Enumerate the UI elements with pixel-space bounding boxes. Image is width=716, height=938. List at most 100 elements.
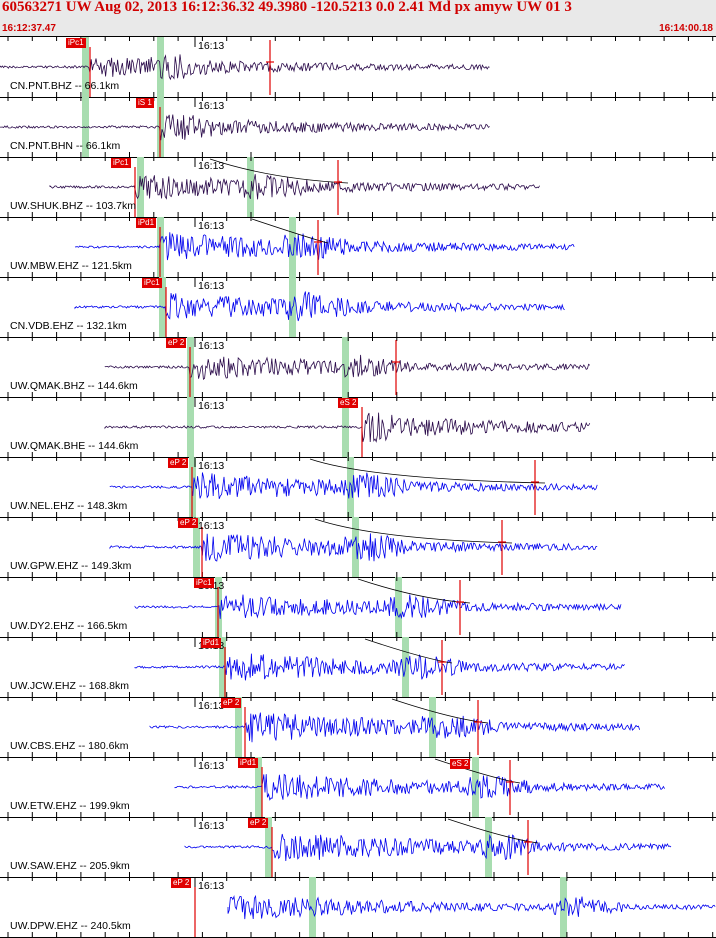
waveform-trace (134, 594, 622, 620)
minute-time-label: 16:13 (198, 820, 225, 832)
minute-time-label: 16:13 (198, 520, 225, 532)
station-channel-label: CN.PNT.BHN -- 66.1km (10, 140, 121, 152)
phase-pick-label[interactable]: iS 1 (136, 98, 154, 108)
phase-pick-label[interactable]: iPd1 (201, 638, 222, 648)
minute-time-label: 16:13 (198, 700, 225, 712)
phase-band (193, 517, 200, 577)
phase-band (157, 37, 164, 97)
trace-panel[interactable]: 16:13 eS 2 UW.QMAK.BHE -- 144.6km (0, 397, 716, 458)
waveform-plot (7, 697, 714, 757)
minute-time-label: 16:13 (198, 760, 225, 772)
phase-band (347, 457, 354, 517)
waveform-trace (149, 712, 640, 743)
waveform-trace (109, 472, 598, 499)
waveform-trace (174, 773, 665, 801)
waveform-trace (227, 894, 716, 920)
end-time-label: 16:14:00.18 (659, 23, 713, 34)
phase-pick-label[interactable]: eP 2 (178, 518, 199, 528)
s-phase-pick-label[interactable]: eS 2 (450, 759, 471, 769)
phase-pick-label[interactable]: iPc1 (66, 38, 86, 48)
coda-curve (209, 158, 349, 184)
trace-panel[interactable]: 16:13 iPc1 CN.PNT.BHZ -- 66.1km (0, 37, 716, 98)
station-channel-label: CN.PNT.BHZ -- 66.1km (10, 80, 120, 92)
trace-panel[interactable]: 16:13 eP 2 UW.SAW.EHZ -- 205.9km (0, 817, 716, 878)
minute-time-label: 16:13 (198, 220, 225, 232)
station-channel-label: UW.MBW.EHZ -- 121.5km (10, 260, 132, 272)
phase-pick-label[interactable]: eP 2 (168, 458, 189, 468)
coda-curve (309, 458, 546, 484)
waveform-plot (7, 637, 714, 697)
trace-panel[interactable]: 16:13 iPc1 UW.SHUK.BHZ -- 103.7km (0, 157, 716, 218)
minute-time-label: 16:13 (198, 880, 225, 892)
trace-panel[interactable]: 16:13 iPd1 UW.MBW.EHZ -- 121.5km (0, 217, 716, 278)
station-channel-label: CN.VDB.EHZ -- 132.1km (10, 320, 127, 332)
phase-pick-label[interactable]: eP 2 (248, 818, 269, 828)
waveform-trace (0, 54, 490, 81)
phase-band (395, 577, 402, 637)
waveform-plot (7, 217, 714, 277)
phase-band (265, 817, 272, 877)
waveform-trace (74, 291, 565, 322)
phase-pick-label[interactable]: eP 2 (221, 698, 242, 708)
phase-band (82, 97, 89, 157)
trace-panel[interactable]: 16:13 eP 2 UW.QMAK.BHZ -- 144.6km (0, 337, 716, 398)
waveform-trace (74, 232, 575, 261)
station-channel-label: UW.DPW.EHZ -- 240.5km (10, 920, 131, 932)
trace-panel[interactable]: 16:13 iS 1 CN.PNT.BHN -- 66.1km (0, 97, 716, 158)
coda-curve (364, 638, 453, 664)
trace-panel[interactable]: 16:13 eP 2 UW.DPW.EHZ -- 240.5km (0, 877, 716, 938)
phase-band (255, 757, 262, 817)
phase-pick-label[interactable]: iPd1 (238, 758, 259, 768)
phase-pick-label[interactable]: eP 2 (171, 878, 192, 888)
waveform-plot (7, 397, 714, 457)
station-channel-label: UW.QMAK.BHE -- 144.6km (10, 440, 139, 452)
station-channel-label: UW.GPW.EHZ -- 149.3km (10, 560, 132, 572)
station-channel-label: UW.ETW.EHZ -- 199.9km (10, 800, 130, 812)
waveform-plot (7, 457, 714, 517)
trace-panel[interactable]: 16:13 eP 2 UW.GPW.EHZ -- 149.3km (0, 517, 716, 578)
minute-time-label: 16:13 (198, 40, 225, 52)
waveform-plot (7, 877, 716, 937)
phase-band (219, 637, 226, 697)
coda-curve (251, 218, 329, 244)
start-time-label: 16:12:37.47 (2, 23, 56, 34)
trace-panel[interactable]: 16:13 eP 2 UW.CBS.EHZ -- 180.6km (0, 697, 716, 758)
station-channel-label: UW.SAW.EHZ -- 205.9km (10, 860, 130, 872)
station-channel-label: UW.DY2.EHZ -- 166.5km (10, 620, 128, 632)
phase-pick-label[interactable]: iPc1 (142, 278, 162, 288)
trace-panel[interactable]: 16:13 eP 2 UW.NEL.EHZ -- 148.3km (0, 457, 716, 518)
waveform-plot (7, 337, 714, 397)
phase-band (289, 217, 296, 277)
phase-pick-label[interactable]: iPd1 (136, 218, 157, 228)
minute-time-label: 16:13 (198, 340, 225, 352)
station-channel-label: UW.JCW.EHZ -- 168.8km (10, 680, 130, 692)
phase-band (560, 877, 567, 937)
phase-band (342, 337, 349, 397)
waveform-plot (7, 157, 714, 217)
phase-pick-label[interactable]: eS 2 (338, 398, 359, 408)
station-channel-label: UW.SHUK.BHZ -- 103.7km (10, 200, 137, 212)
waveform-plot (7, 817, 714, 877)
trace-panel[interactable]: 16:13 iPc1 CN.VDB.EHZ -- 132.1km (0, 277, 716, 338)
waveform-plot (0, 37, 714, 97)
minute-time-label: 16:13 (198, 100, 225, 112)
phase-pick-label[interactable]: iPc1 (194, 578, 214, 588)
waveform-trace (49, 174, 540, 200)
waveform-plot (0, 97, 714, 157)
coda-curve (314, 518, 513, 544)
event-header: 60563271 UW Aug 02, 2013 16:12:36.32 49.… (0, 0, 716, 37)
phase-band (82, 37, 89, 97)
phase-pick-label[interactable]: eP 2 (166, 338, 187, 348)
phase-band (247, 157, 254, 217)
phase-band (352, 517, 359, 577)
trace-panel[interactable]: 16:13 iPd1 eS 2 UW.ETW.EHZ -- 199.9km (0, 757, 716, 818)
phase-pick-label[interactable]: iPc1 (111, 158, 131, 168)
waveform-trace (134, 653, 625, 681)
waveform-trace (109, 533, 598, 562)
waveform-trace (0, 114, 490, 141)
station-channel-label: UW.QMAK.BHZ -- 144.6km (10, 380, 138, 392)
phase-band (309, 877, 316, 937)
station-channel-label: UW.NEL.EHZ -- 148.3km (10, 500, 128, 512)
